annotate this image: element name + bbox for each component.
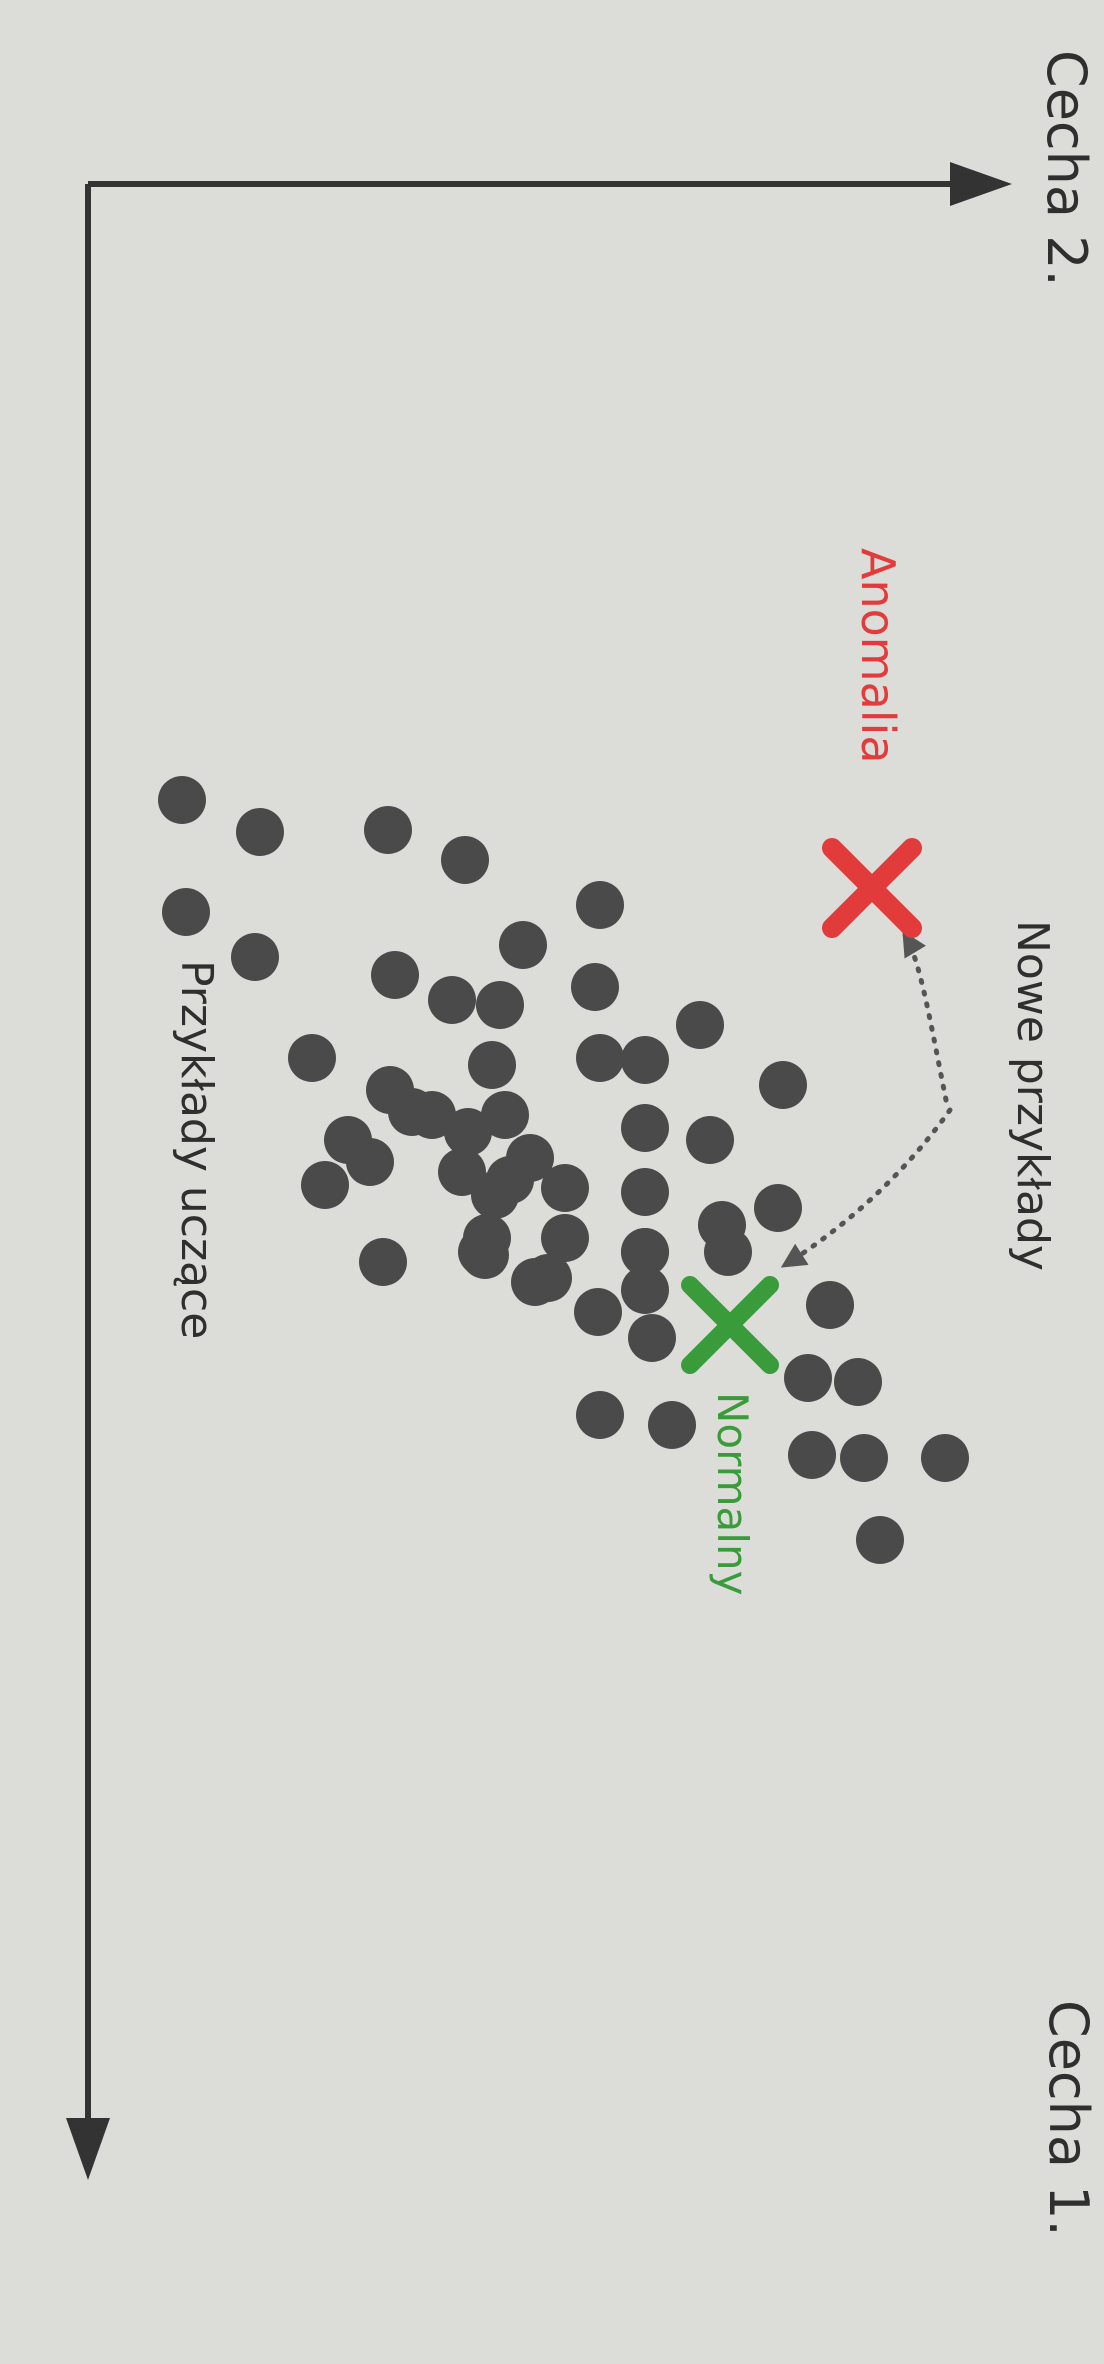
training-point <box>576 1391 624 1439</box>
training-point <box>359 1238 407 1286</box>
training-point <box>628 1314 676 1362</box>
training-point <box>441 836 489 884</box>
arrow-to-anomaly <box>902 930 949 1103</box>
training-point <box>236 808 284 856</box>
training-point <box>428 976 476 1024</box>
feature2-axis-label: Cecha 2. <box>1035 50 1098 287</box>
training-point <box>856 1516 904 1564</box>
feature2-axis-arrowhead <box>950 162 1012 206</box>
training-point <box>676 1001 724 1049</box>
axes <box>66 162 1012 2180</box>
training-point <box>704 1228 752 1276</box>
training-point <box>754 1184 802 1232</box>
training-point <box>371 951 419 999</box>
training-point <box>541 1164 589 1212</box>
training-point <box>461 1231 509 1279</box>
training-point <box>301 1161 349 1209</box>
normal-x-marker <box>681 1276 779 1374</box>
training-point <box>231 933 279 981</box>
training-point <box>506 1134 554 1182</box>
training-point <box>162 888 210 936</box>
training-point <box>648 1401 696 1449</box>
training-point <box>806 1281 854 1329</box>
training-point <box>784 1354 832 1402</box>
training-point <box>834 1358 882 1406</box>
training-point <box>574 1288 622 1336</box>
training-point <box>759 1061 807 1109</box>
training-point <box>444 1108 492 1156</box>
training-examples-label: Przykłady uczące <box>171 960 222 1339</box>
training-point <box>621 1036 669 1084</box>
training-point <box>499 921 547 969</box>
training-point <box>621 1168 669 1216</box>
training-point <box>541 1214 589 1262</box>
training-point <box>468 1041 516 1089</box>
arrow-to-normal <box>780 1107 953 1268</box>
training-point <box>408 1091 456 1139</box>
training-point <box>481 1091 529 1139</box>
training-point <box>686 1116 734 1164</box>
training-point <box>788 1431 836 1479</box>
training-point <box>158 776 206 824</box>
anomaly-label: Anomalia <box>851 548 905 764</box>
training-point <box>471 1171 519 1219</box>
training-points <box>158 776 969 1564</box>
training-point <box>571 963 619 1011</box>
training-point <box>524 1254 572 1302</box>
training-point <box>621 1266 669 1314</box>
feature1-axis-label: Cecha 1. <box>1037 2000 1100 2237</box>
training-point <box>840 1434 888 1482</box>
training-point <box>621 1228 669 1276</box>
training-point <box>621 1104 669 1152</box>
training-point <box>346 1138 394 1186</box>
anomaly-x-marker <box>822 838 922 938</box>
normal-label: Normalny <box>708 1392 757 1595</box>
training-point <box>576 881 624 929</box>
new-examples-label: Nowe przykłady <box>1007 920 1058 1271</box>
training-point <box>476 981 524 1029</box>
training-point <box>364 806 412 854</box>
training-point <box>921 1434 969 1482</box>
training-point <box>288 1034 336 1082</box>
feature1-axis-arrowhead <box>66 2118 110 2180</box>
training-point <box>576 1034 624 1082</box>
